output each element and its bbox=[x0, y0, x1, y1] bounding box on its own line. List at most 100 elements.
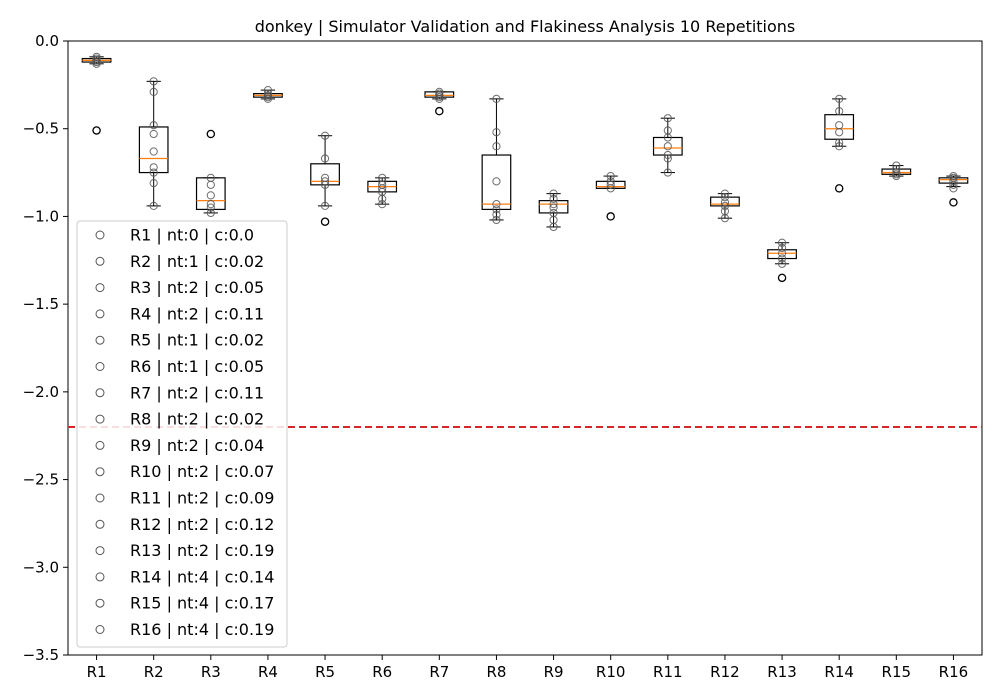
x-tick-label: R5 bbox=[315, 663, 335, 681]
data-point bbox=[777, 238, 787, 247]
data-point bbox=[263, 94, 273, 103]
data-point bbox=[663, 114, 672, 123]
x-tick-label: R13 bbox=[767, 663, 797, 681]
data-point bbox=[663, 168, 672, 177]
x-tick-label: R1 bbox=[87, 663, 107, 681]
data-point bbox=[378, 194, 387, 203]
data-point bbox=[492, 205, 501, 214]
box-R4 bbox=[253, 86, 283, 103]
x-tick-label: R9 bbox=[544, 663, 564, 681]
data-point bbox=[320, 201, 330, 211]
box-iqr bbox=[195, 177, 226, 211]
data-point bbox=[206, 200, 215, 209]
box-iqr bbox=[938, 177, 969, 184]
data-point bbox=[835, 121, 844, 130]
legend-label: R5 | nt:1 | c:0.02 bbox=[130, 331, 264, 350]
data-point bbox=[492, 200, 501, 209]
legend-marker bbox=[95, 256, 105, 266]
flier-point bbox=[949, 198, 958, 207]
box-R7 bbox=[424, 87, 455, 116]
legend-label: R9 | nt:2 | c:0.04 bbox=[130, 436, 264, 455]
box-R8 bbox=[481, 94, 512, 225]
data-point bbox=[492, 210, 501, 219]
data-point bbox=[320, 180, 330, 189]
box-R14 bbox=[824, 94, 855, 193]
box-R13 bbox=[767, 238, 797, 283]
box-R3 bbox=[195, 129, 226, 218]
data-point bbox=[835, 142, 844, 151]
data-point bbox=[206, 180, 215, 189]
data-point bbox=[835, 138, 844, 147]
plot-frame bbox=[67, 40, 983, 656]
box-R5 bbox=[310, 131, 340, 226]
data-point bbox=[149, 147, 158, 156]
legend-label: R16 | nt:4 | c:0.19 bbox=[130, 620, 274, 639]
data-point bbox=[92, 59, 101, 68]
box-R2 bbox=[138, 77, 169, 211]
data-point bbox=[606, 184, 615, 193]
data-point bbox=[320, 154, 330, 163]
data-point bbox=[206, 191, 215, 200]
legend-marker bbox=[95, 362, 105, 371]
x-tick-label: R14 bbox=[824, 663, 854, 681]
data-point bbox=[149, 87, 158, 96]
legend-label: R12 | nt:2 | c:0.12 bbox=[130, 515, 274, 534]
data-point bbox=[835, 128, 844, 137]
legend-label: R1 | nt:0 | c:0.0 bbox=[130, 226, 254, 245]
data-point bbox=[892, 171, 901, 181]
y-tick-label: −2.5 bbox=[23, 471, 59, 489]
data-point bbox=[149, 178, 158, 188]
data-point bbox=[663, 133, 672, 142]
box-iqr bbox=[424, 91, 455, 98]
legend-label: R14 | nt:4 | c:0.14 bbox=[130, 567, 274, 586]
data-point bbox=[606, 171, 615, 181]
box-iqr bbox=[652, 136, 683, 156]
legend-marker bbox=[95, 230, 105, 240]
data-point bbox=[320, 131, 330, 140]
box-R1 bbox=[81, 52, 112, 135]
legend-marker bbox=[95, 546, 105, 556]
x-tick-label: R8 bbox=[486, 663, 506, 681]
data-point bbox=[492, 128, 501, 137]
legend-marker bbox=[95, 493, 105, 503]
box-R11 bbox=[652, 114, 683, 177]
data-point bbox=[492, 177, 501, 186]
y-tick-label: −0.5 bbox=[23, 120, 59, 138]
flier-point bbox=[92, 126, 101, 135]
legend-marker bbox=[95, 572, 105, 582]
box-R12 bbox=[710, 189, 740, 223]
data-point bbox=[549, 200, 558, 209]
data-point bbox=[149, 129, 158, 139]
x-tick-label: R10 bbox=[596, 663, 626, 681]
y-tick-label: −1.5 bbox=[23, 295, 59, 313]
data-point bbox=[149, 163, 158, 172]
data-point bbox=[549, 222, 558, 232]
box-iqr bbox=[881, 168, 912, 175]
data-point bbox=[320, 177, 330, 186]
flier-point bbox=[834, 184, 844, 193]
data-point bbox=[606, 180, 615, 189]
box-R6 bbox=[367, 173, 398, 209]
data-point bbox=[149, 201, 158, 211]
y-tick-label: −3.0 bbox=[23, 558, 59, 576]
box-R10 bbox=[595, 171, 626, 221]
data-point bbox=[777, 243, 787, 253]
data-point bbox=[149, 168, 158, 177]
data-point bbox=[720, 189, 730, 198]
data-point bbox=[206, 208, 215, 218]
data-point bbox=[663, 150, 672, 160]
legend-marker bbox=[95, 335, 105, 345]
legend-marker bbox=[95, 519, 105, 529]
y-tick-label: −2.0 bbox=[23, 383, 59, 401]
data-point bbox=[378, 200, 387, 209]
box-R16 bbox=[938, 171, 969, 207]
data-point bbox=[549, 189, 558, 198]
legend-label: R2 | nt:1 | c:0.02 bbox=[130, 252, 264, 271]
x-tick-label: R15 bbox=[882, 663, 912, 681]
flier-point bbox=[777, 273, 787, 283]
data-point bbox=[835, 107, 844, 116]
data-point bbox=[663, 142, 672, 151]
box-iqr bbox=[481, 154, 512, 211]
x-tick-label: R6 bbox=[372, 663, 392, 681]
legend-label: R10 | nt:2 | c:0.07 bbox=[130, 462, 274, 481]
